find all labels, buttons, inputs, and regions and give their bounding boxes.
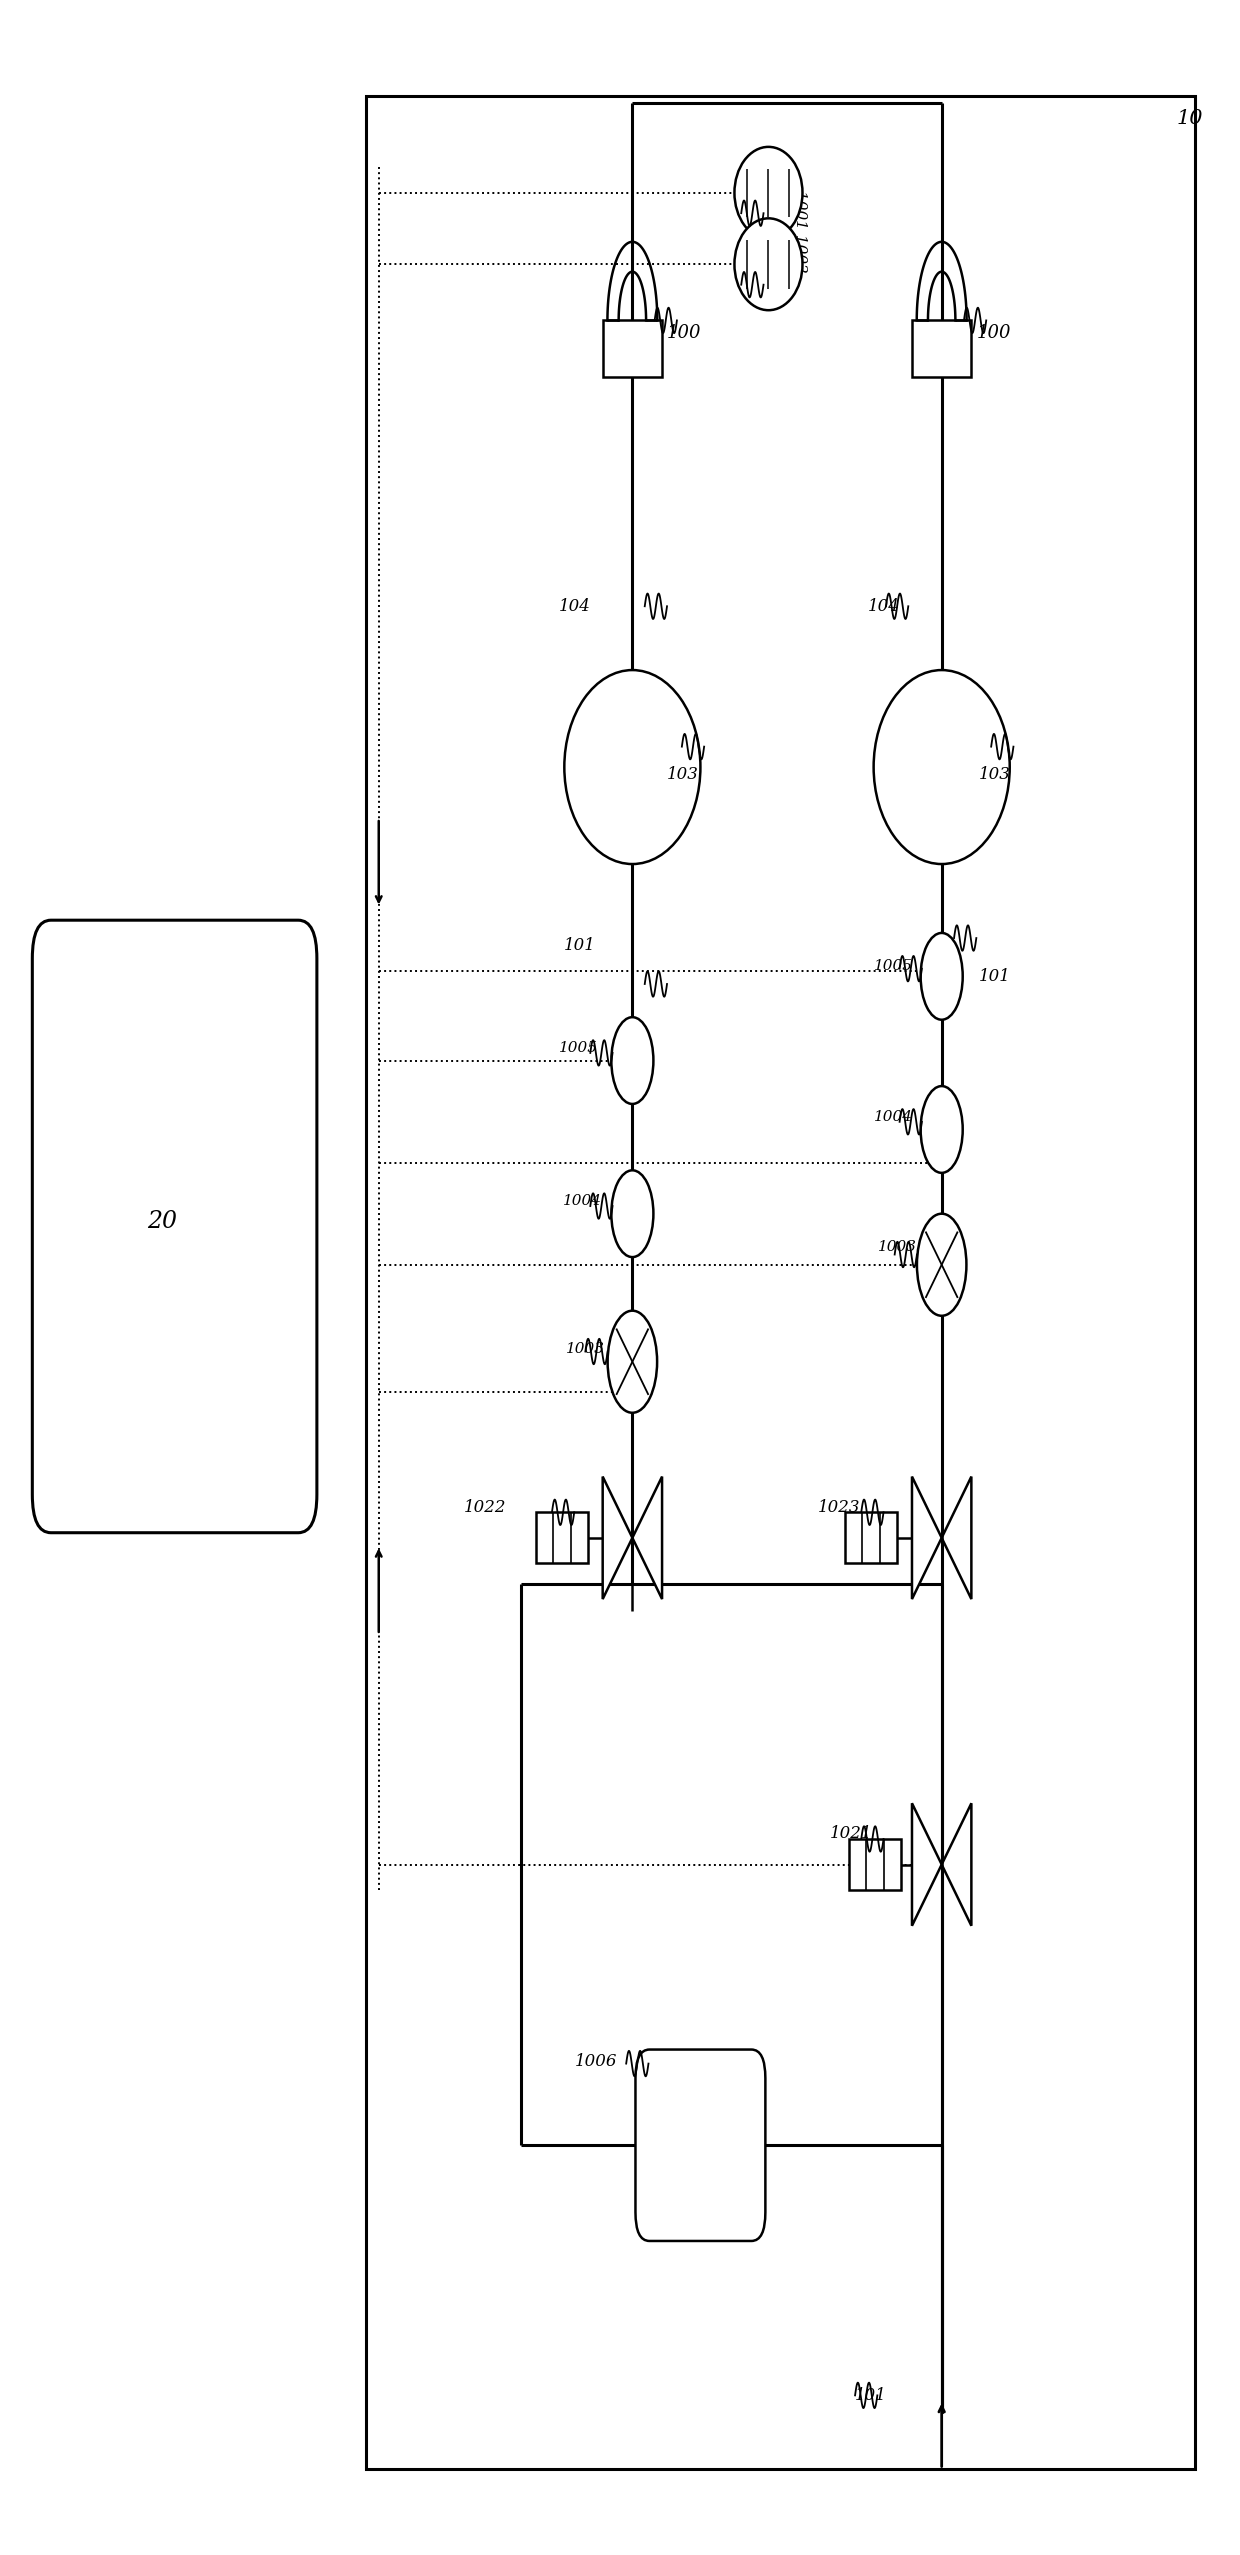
Circle shape (608, 1311, 657, 1413)
Circle shape (611, 1017, 653, 1104)
Text: 1005: 1005 (874, 958, 913, 973)
Text: 10: 10 (1177, 107, 1203, 128)
Bar (366, 97, 1195, 2468)
Text: 1003: 1003 (567, 1341, 605, 1357)
Polygon shape (941, 1804, 971, 1926)
Text: 1004: 1004 (874, 1109, 913, 1124)
Bar (849, 1840, 900, 1891)
Text: 101: 101 (856, 2386, 887, 2404)
Text: 100: 100 (667, 324, 702, 342)
Bar (536, 1513, 588, 1564)
Polygon shape (941, 1477, 971, 1599)
Ellipse shape (734, 217, 802, 309)
Polygon shape (632, 1477, 662, 1599)
FancyBboxPatch shape (635, 2049, 765, 2241)
Text: 100: 100 (976, 324, 1011, 342)
Text: 104: 104 (558, 598, 590, 616)
Text: 1005: 1005 (559, 1040, 598, 1055)
Text: 1003: 1003 (878, 1239, 916, 1255)
Text: 1001 1002: 1001 1002 (794, 189, 807, 273)
Circle shape (916, 1214, 966, 1316)
Text: 1006: 1006 (575, 2052, 618, 2070)
Text: 104: 104 (868, 598, 899, 616)
Polygon shape (911, 1804, 941, 1926)
Text: 103: 103 (667, 766, 699, 784)
Text: 1004: 1004 (563, 1193, 601, 1209)
Text: 101: 101 (563, 938, 595, 953)
Polygon shape (603, 1477, 632, 1599)
Circle shape (920, 1086, 962, 1173)
Ellipse shape (734, 146, 802, 238)
Circle shape (611, 1170, 653, 1257)
Text: 1023: 1023 (818, 1500, 861, 1515)
Bar (603, 319, 662, 376)
Ellipse shape (564, 669, 701, 864)
Bar (911, 319, 971, 376)
FancyBboxPatch shape (32, 920, 317, 1533)
Ellipse shape (874, 669, 1009, 864)
Text: 1022: 1022 (464, 1500, 506, 1515)
Circle shape (920, 933, 962, 1019)
Bar (846, 1513, 897, 1564)
Polygon shape (911, 1477, 941, 1599)
Text: 1021: 1021 (831, 1824, 873, 1842)
Text: 20: 20 (148, 1211, 177, 1234)
Text: 101: 101 (978, 968, 1011, 984)
Text: 103: 103 (978, 766, 1011, 784)
